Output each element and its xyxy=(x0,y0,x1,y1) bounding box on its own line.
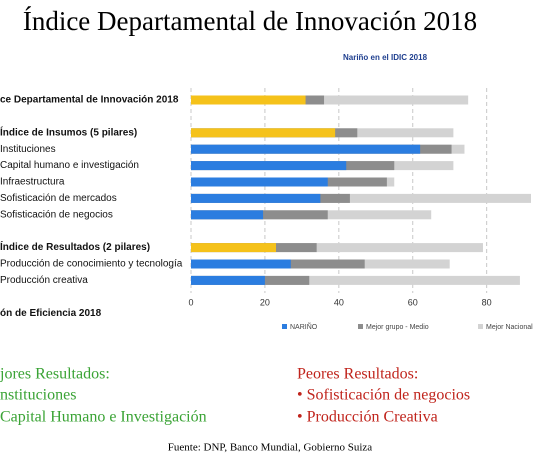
bar xyxy=(191,243,276,253)
legend-swatch xyxy=(282,324,287,329)
legend-label: Mejor grupo - Medio xyxy=(366,324,429,331)
legend-swatch xyxy=(358,324,363,329)
bar xyxy=(191,193,321,203)
bar xyxy=(191,95,469,105)
worst-item: • Producción Creativa xyxy=(297,409,438,426)
x-tick-label: 80 xyxy=(482,297,492,307)
bar xyxy=(191,193,531,203)
bar xyxy=(191,161,347,171)
legend-label: NARIÑO xyxy=(290,322,318,331)
y-tick-label: ce Departamental de Innovación 2018 xyxy=(0,95,179,106)
y-tick-label: Capital humano e investigación xyxy=(0,160,139,171)
worst-title: Peores Resultados: xyxy=(297,366,418,383)
bar xyxy=(191,259,291,269)
bar xyxy=(191,95,306,105)
x-tick-label: 40 xyxy=(334,297,344,307)
slide-title: Índice Departamental de Innovación 2018 xyxy=(23,6,477,36)
x-tick-label: 20 xyxy=(260,297,270,307)
bar xyxy=(191,275,265,285)
y-tick-label: Producción de conocimiento y tecnología xyxy=(0,259,183,270)
bar xyxy=(191,275,520,285)
bar xyxy=(191,177,328,187)
y-tick-label: ón de Eficiencia 2018 xyxy=(0,308,102,319)
y-tick-label: Índice de Insumos (5 pilares) xyxy=(0,125,137,138)
y-tick-label: Instituciones xyxy=(0,144,56,155)
x-tick-label: 60 xyxy=(408,297,418,307)
bar xyxy=(191,210,264,220)
bar xyxy=(191,128,336,138)
y-tick-label: Índice de Resultados (2 pilares) xyxy=(0,240,150,253)
best-title: jores Resultados: xyxy=(0,366,110,383)
y-tick-label: Sofisticación de mercados xyxy=(0,193,117,204)
y-tick-label: Infraestructura xyxy=(0,177,65,188)
y-tick-label: Producción creativa xyxy=(0,275,88,286)
chart-subtitle: Nariño en el IDIC 2018 xyxy=(343,53,428,62)
best-item: nstituciones xyxy=(0,387,76,404)
y-tick-label: Sofisticación de negocios xyxy=(0,209,113,220)
bar xyxy=(191,144,421,154)
x-tick-label: 0 xyxy=(188,297,193,307)
source: Fuente: DNP, Banco Mundial, Gobierno Sui… xyxy=(168,442,373,454)
best-item: Capital Humano e Investigación xyxy=(0,409,207,426)
bar xyxy=(191,243,483,253)
worst-item: • Sofisticación de negocios xyxy=(297,387,470,404)
legend-swatch xyxy=(478,324,483,329)
legend-label: Mejor Nacional xyxy=(486,324,533,331)
